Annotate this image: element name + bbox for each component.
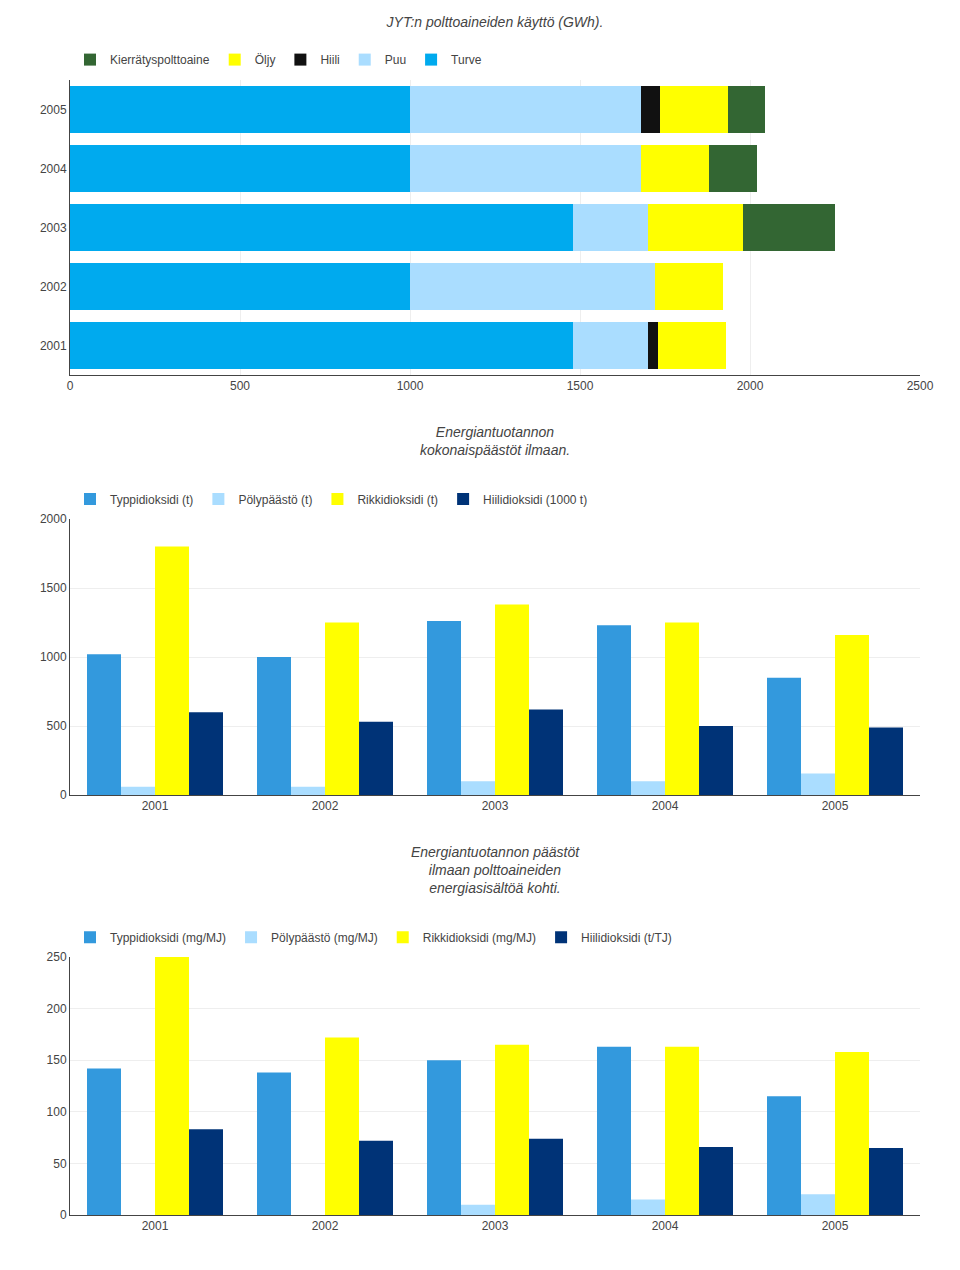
svg-text:2500: 2500: [907, 379, 934, 393]
svg-text:2002: 2002: [312, 799, 339, 813]
svg-text:2005: 2005: [822, 799, 849, 813]
svg-text:1500: 1500: [40, 581, 67, 595]
svg-text:50: 50: [53, 1157, 67, 1171]
svg-text:500: 500: [230, 379, 250, 393]
svg-text:Rikkidioksidi (t): Rikkidioksidi (t): [357, 493, 438, 507]
svg-text:Hiilidioksidi (1000 t): Hiilidioksidi (1000 t): [483, 493, 587, 507]
svg-text:2003: 2003: [482, 799, 509, 813]
svg-text:Pölypäästö (mg/MJ): Pölypäästö (mg/MJ): [271, 931, 378, 945]
svg-text:Energiantuotannonkokonaispääst: Energiantuotannonkokonaispäästöt ilmaan.: [420, 424, 570, 458]
svg-text:2004: 2004: [652, 1219, 679, 1233]
svg-text:0: 0: [67, 379, 74, 393]
svg-text:2002: 2002: [312, 1219, 339, 1233]
svg-text:Pölypäästö (t): Pölypäästö (t): [238, 493, 312, 507]
svg-text:2003: 2003: [482, 1219, 509, 1233]
svg-text:200: 200: [47, 1002, 67, 1016]
svg-text:2005: 2005: [40, 103, 67, 117]
svg-text:2003: 2003: [40, 221, 67, 235]
svg-text:1500: 1500: [567, 379, 594, 393]
svg-text:Typpidioksidi (t): Typpidioksidi (t): [110, 493, 193, 507]
svg-text:2004: 2004: [40, 162, 67, 176]
svg-text:Typpidioksidi (mg/MJ): Typpidioksidi (mg/MJ): [110, 931, 226, 945]
svg-text:0: 0: [60, 788, 67, 802]
svg-text:2001: 2001: [40, 339, 67, 353]
svg-text:JYT:n polttoaineiden käyttö (G: JYT:n polttoaineiden käyttö (GWh).: [386, 14, 604, 30]
svg-text:0: 0: [60, 1208, 67, 1222]
svg-text:Energiantuotannon päästötilmaa: Energiantuotannon päästötilmaan polttoai…: [411, 844, 580, 896]
svg-text:2005: 2005: [822, 1219, 849, 1233]
svg-text:Puu: Puu: [385, 53, 406, 67]
svg-text:2004: 2004: [652, 799, 679, 813]
svg-text:250: 250: [47, 950, 67, 964]
svg-text:2001: 2001: [142, 1219, 169, 1233]
svg-text:100: 100: [47, 1105, 67, 1119]
svg-text:2001: 2001: [142, 799, 169, 813]
svg-text:Turve: Turve: [451, 53, 482, 67]
svg-text:2000: 2000: [40, 512, 67, 526]
svg-text:150: 150: [47, 1053, 67, 1067]
svg-text:Hiilidioksidi (t/TJ): Hiilidioksidi (t/TJ): [581, 931, 672, 945]
svg-text:2002: 2002: [40, 280, 67, 294]
svg-text:Hiili: Hiili: [320, 53, 339, 67]
svg-text:Kierrätyspolttoaine: Kierrätyspolttoaine: [110, 53, 210, 67]
svg-text:2000: 2000: [737, 379, 764, 393]
svg-text:1000: 1000: [40, 650, 67, 664]
svg-text:500: 500: [47, 719, 67, 733]
svg-text:Öljy: Öljy: [255, 53, 276, 67]
svg-text:1000: 1000: [397, 379, 424, 393]
svg-text:Rikkidioksidi (mg/MJ): Rikkidioksidi (mg/MJ): [423, 931, 536, 945]
